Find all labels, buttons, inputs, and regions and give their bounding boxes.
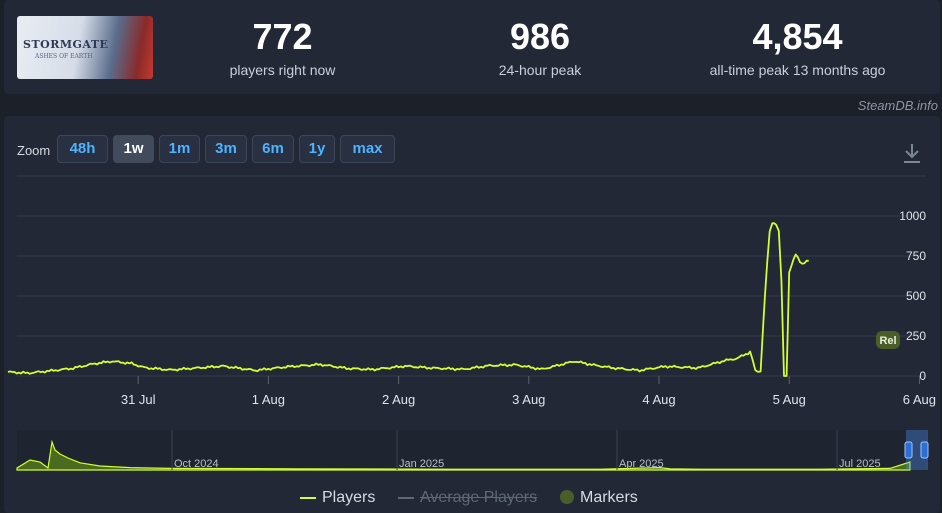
x-tick-label-2: 2 Aug [382,392,415,407]
zoom-label: Zoom [17,143,51,158]
game-logo[interactable]: STORMGATE ASHES OF EARTH [17,16,153,79]
navigator-background [17,430,926,470]
series-line-players [7,222,809,377]
y-tick-label-0: 0 [919,369,926,383]
stat-all-time-peak: 4,854 all-time peak 13 months ago [690,16,905,78]
navigator-label-1: Jan 2025 [399,458,444,470]
legend-average-players[interactable]: Average Players [398,489,537,507]
navigator-selection[interactable] [906,430,928,470]
header-bar [4,0,940,94]
x-tick-label-1: 1 Aug [252,392,285,407]
zoom-1w-button[interactable]: 1w [113,135,154,163]
navigator-label-0: Oct 2024 [174,458,219,470]
y-tick-label-500: 500 [906,289,926,303]
x-tick-label-6: 6 Aug [903,392,936,407]
zoom-3m-button[interactable]: 3m [205,135,247,163]
y-tick-label-250: 250 [906,329,926,343]
download-icon[interactable] [902,142,922,164]
game-logo-text: STORMGATE [23,38,109,51]
stat-value: 4,854 [752,16,843,57]
stat-value: 772 [252,16,313,57]
x-tick-label-3: 3 Aug [512,392,545,407]
zoom-48h-button[interactable]: 48h [57,135,108,163]
legend-players-label: Players [322,489,376,506]
zoom-1m-button[interactable]: 1m [159,135,200,163]
zoom-max-button[interactable]: max [340,135,395,163]
legend-players[interactable]: Players [300,489,375,507]
legend-markers-label: Markers [580,489,638,506]
navigator-series [16,439,911,471]
stat-current-players: 772 players right now [205,16,360,78]
stat-label: players right now [229,62,336,78]
navigator-handle-left[interactable] [904,441,913,459]
navigator-handle-right[interactable] [920,441,929,459]
zoom-6m-button[interactable]: 6m [252,135,294,163]
marker-release-badge [876,331,900,349]
x-tick-label-4: 4 Aug [642,392,675,407]
stat-label: all-time peak 13 months ago [709,62,886,78]
stat-24h-peak: 986 24-hour peak [465,16,615,78]
legend-markers-swatch [560,490,574,504]
x-tick-label-5: 5 Aug [773,392,806,407]
stat-label: 24-hour peak [498,62,582,78]
steamdb-watermark[interactable]: SteamDB.info [857,98,938,113]
legend-players-swatch [300,496,316,499]
legend-average-label: Average Players [420,489,538,506]
navigator-label-2: Apr 2025 [619,458,664,470]
y-tick-label-750: 750 [906,249,926,263]
game-logo-subtitle: ASHES OF EARTH [35,53,93,60]
stat-value: 986 [509,16,571,57]
marker-release-label: Rel [879,335,896,347]
navigator-label-3: Jul 2025 [839,458,881,470]
legend-markers[interactable]: Markers [560,489,638,507]
legend-average-swatch [398,496,414,499]
y-tick-label-1000: 1000 [899,209,926,223]
zoom-1y-button[interactable]: 1y [299,135,335,163]
x-tick-label-0: 31 Jul [121,392,156,407]
